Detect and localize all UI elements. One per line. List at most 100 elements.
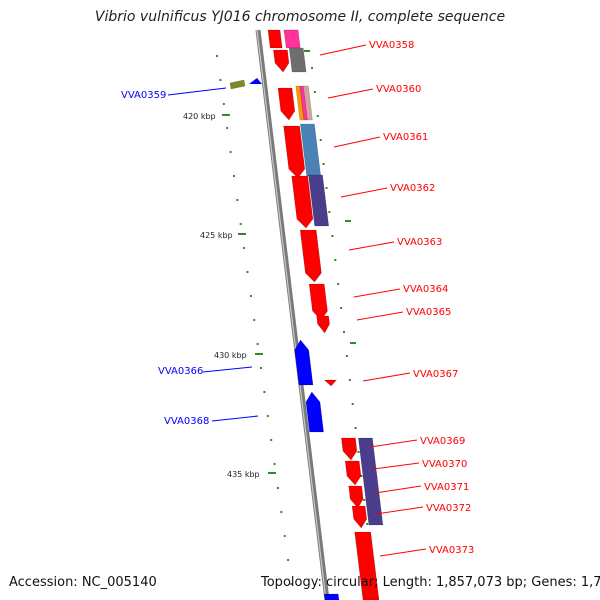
gene-vva0363[interactable] (299, 229, 322, 283)
minor-tick-left (253, 319, 256, 321)
minor-tick-right (316, 115, 319, 117)
minor-tick-left (243, 247, 246, 249)
minor-tick-right (348, 379, 351, 381)
label-leader-line (202, 366, 253, 373)
label-leader-line (374, 485, 422, 494)
minor-tick-right (357, 451, 360, 453)
cog-vva0357-magenta[interactable] (283, 29, 301, 49)
gene-vva0367[interactable] (323, 379, 338, 387)
minor-tick-right (322, 163, 325, 165)
minor-tick-right (337, 283, 340, 285)
major-tick-right (345, 220, 351, 222)
minor-tick-left (249, 295, 252, 297)
gene-vva0358[interactable] (273, 49, 290, 73)
gene-label-vva0359[interactable]: VVA0359 (121, 90, 166, 101)
minor-tick-left (229, 151, 232, 153)
gene-vva0359-cog[interactable] (229, 79, 246, 90)
gene-label-vva0368[interactable]: VVA0368 (164, 416, 209, 427)
major-tick-left (255, 353, 263, 355)
minor-tick-right (366, 523, 369, 525)
gene-label-vva0367[interactable]: VVA0367 (413, 369, 458, 380)
label-leader-line (375, 506, 424, 515)
chromosome-backbone (255, 29, 330, 600)
gene-vva0373[interactable] (354, 531, 380, 600)
minor-tick-left (226, 127, 229, 129)
cog-vva0360-stripe-c[interactable] (302, 85, 313, 121)
major-tick-left (222, 114, 230, 116)
minor-tick-right (354, 427, 357, 429)
major-tick-left (268, 472, 276, 474)
label-leader-line (333, 136, 381, 148)
minor-tick-left (270, 439, 273, 441)
gene-label-vva0363[interactable]: VVA0363 (397, 237, 442, 248)
gene-vva0369[interactable] (341, 437, 358, 461)
gene-vva0359[interactable] (249, 78, 262, 84)
label-leader-line (379, 548, 427, 557)
minor-tick-left (236, 199, 239, 201)
minor-tick-right (334, 259, 337, 261)
gene-vva0365[interactable] (316, 315, 330, 334)
minor-tick-right (343, 331, 345, 333)
gene-label-vva0364[interactable]: VVA0364 (403, 284, 448, 295)
gene-label-vva0372[interactable]: VVA0372 (426, 503, 471, 514)
minor-tick-left (216, 55, 218, 57)
cog-vva0362-purple[interactable] (308, 174, 330, 227)
label-layer: VVA0358 VVA0359 VVA0360 VVA0361 VVA0362 VVA03… (121, 40, 474, 557)
gene-label-vva0371[interactable]: VVA0371 (424, 482, 469, 493)
cog-vva0358-gray[interactable] (288, 47, 307, 73)
gene-vva0364[interactable] (308, 283, 328, 321)
minor-tick-right (328, 211, 331, 213)
minor-tick-left (260, 367, 262, 369)
minor-tick-right (363, 499, 366, 501)
gene-label-vva0361[interactable]: VVA0361 (383, 132, 428, 143)
label-leader-line (340, 187, 388, 198)
backbone-layer (255, 29, 330, 600)
gene-vva0366[interactable] (294, 339, 314, 386)
gene-label-vva0358[interactable]: VVA0358 (369, 40, 414, 51)
label-leader-line (369, 439, 418, 448)
gene-vva0372[interactable] (351, 505, 368, 529)
minor-tick-left (266, 415, 269, 417)
tick-label-420: 420 kbp (183, 112, 216, 121)
minor-tick-left (280, 511, 283, 513)
gene-label-vva0360[interactable]: VVA0360 (376, 84, 421, 95)
minor-tick-right (360, 475, 363, 477)
label-leader-line (356, 311, 404, 321)
minor-tick-right (319, 139, 322, 141)
gene-vva0361[interactable] (283, 125, 306, 179)
label-leader-line (362, 372, 411, 382)
minor-tick-left (290, 583, 293, 585)
gene-label-vva0369[interactable]: VVA0369 (420, 436, 465, 447)
gene-bottom-reverse[interactable] (323, 593, 340, 600)
minor-tick-right (313, 91, 316, 93)
label-leader-line (353, 288, 401, 298)
gene-vva0368[interactable] (305, 391, 324, 433)
minor-tick-left (273, 463, 276, 465)
minor-tick-right (325, 187, 328, 189)
gene-label-vva0366[interactable]: VVA0366 (158, 366, 203, 377)
minor-tick-right (311, 67, 313, 69)
label-leader-line (167, 87, 227, 96)
gene-vva0371[interactable] (348, 485, 364, 509)
accession-text: Accession: NC_005140 (9, 575, 157, 590)
gene-label-vva0365[interactable]: VVA0365 (406, 307, 451, 318)
gene-vva0357[interactable] (267, 29, 283, 49)
minor-tick-right (331, 235, 334, 237)
label-leader-line (319, 44, 367, 56)
major-tick-right (304, 50, 310, 52)
gene-layer (229, 29, 384, 600)
label-leader-line (348, 241, 395, 251)
gene-label-vva0373[interactable]: VVA0373 (429, 545, 474, 556)
minor-tick-right (340, 307, 343, 309)
tick-layer (216, 50, 377, 597)
minor-tick-right (351, 403, 354, 405)
minor-tick-right (345, 355, 348, 357)
gene-vva0370[interactable] (344, 460, 362, 486)
gene-label-vva0362[interactable]: VVA0362 (390, 183, 435, 194)
cog-vva0369-purple[interactable] (358, 437, 384, 526)
minor-tick-left (256, 343, 259, 345)
gene-vva0360[interactable] (277, 87, 296, 121)
gene-label-vva0370[interactable]: VVA0370 (422, 459, 467, 470)
gene-vva0362[interactable] (291, 175, 314, 229)
